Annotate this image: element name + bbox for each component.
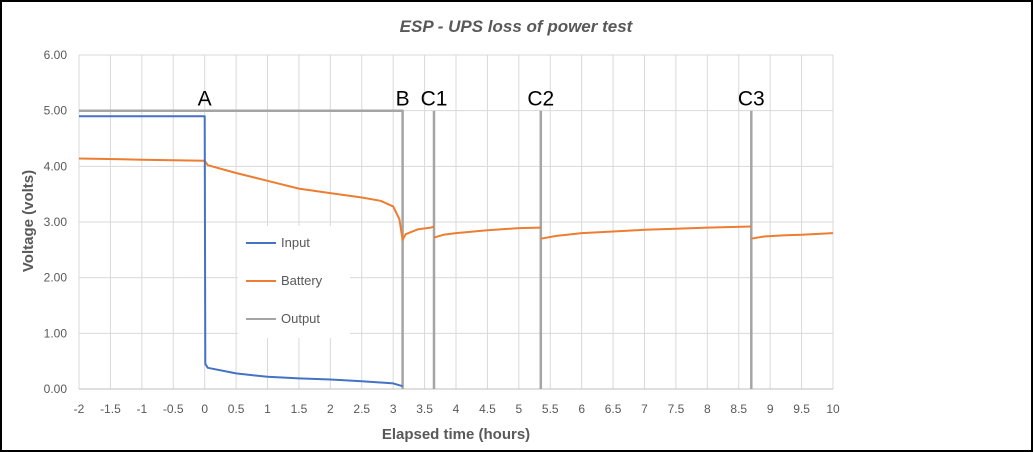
y-axis-label: Voltage (volts) xyxy=(20,170,37,272)
x-tick-label: 0.5 xyxy=(228,402,245,416)
annotation-b: B xyxy=(396,88,410,111)
x-tick-label: 9.5 xyxy=(793,402,810,416)
x-tick-label: 10 xyxy=(826,402,840,416)
y-tick-label: 1.00 xyxy=(44,326,68,340)
x-tick-label: 9 xyxy=(767,402,774,416)
x-tick-label: 8.5 xyxy=(730,402,747,416)
series-line-input xyxy=(79,115,403,388)
y-tick-label: 6.00 xyxy=(44,48,68,62)
y-tick-label: 0.00 xyxy=(44,382,68,396)
annotation-c1: C1 xyxy=(421,88,448,111)
x-axis-label: Elapsed time (hours) xyxy=(382,426,530,443)
x-tick-label: 6 xyxy=(578,402,585,416)
y-tick-label: 3.00 xyxy=(44,215,68,229)
x-tick-label: -0.5 xyxy=(163,402,184,416)
y-tick-label: 4.00 xyxy=(44,159,68,173)
x-tick-label: 3 xyxy=(390,402,397,416)
x-tick-label: -2 xyxy=(74,402,85,416)
x-tick-label: 4.5 xyxy=(479,402,496,416)
x-tick-labels: -2 -1.5 -1 -0.5 0 0.5 1 1.5 2 2.5 3 3.5 4 4.5 5 5.5 6 6.5… xyxy=(74,402,840,416)
x-tick-label: 5.5 xyxy=(542,402,559,416)
x-tick-label: 0 xyxy=(201,402,208,416)
x-tick-label: 3.5 xyxy=(416,402,433,416)
legend: Input Battery Output xyxy=(238,226,350,338)
x-tick-label: 1.5 xyxy=(291,402,308,416)
x-tick-label: 8 xyxy=(704,402,711,416)
y-tick-label: 2.00 xyxy=(44,271,68,285)
legend-label-output: Output xyxy=(281,311,320,326)
chart-title: ESP - UPS loss of power test xyxy=(400,17,634,36)
x-tick-label: 7.5 xyxy=(668,402,685,416)
annotation-a: A xyxy=(198,88,212,111)
series-lines xyxy=(78,109,834,389)
y-tick-label: 5.00 xyxy=(44,104,68,118)
legend-label-input: Input xyxy=(281,235,310,250)
series-line-output xyxy=(79,109,404,389)
x-tick-label: 2 xyxy=(327,402,334,416)
annotation-c2: C2 xyxy=(527,88,554,111)
annotation-c3: C3 xyxy=(738,88,765,111)
x-tick-label: 5 xyxy=(515,402,522,416)
series-line-battery xyxy=(540,225,752,240)
x-tick-label: -1 xyxy=(136,402,147,416)
x-tick-label: 1 xyxy=(264,402,271,416)
series-line-battery xyxy=(78,157,435,241)
legend-label-battery: Battery xyxy=(281,273,323,288)
y-tick-labels: 0.00 1.00 2.00 3.00 4.00 5.00 6.00 xyxy=(44,48,68,396)
x-tick-label: 6.5 xyxy=(605,402,622,416)
x-tick-label: 4 xyxy=(453,402,460,416)
x-tick-label: 2.5 xyxy=(353,402,370,416)
x-tick-label: -1.5 xyxy=(100,402,121,416)
series-line-battery xyxy=(433,226,541,239)
x-tick-label: 7 xyxy=(641,402,648,416)
annotations: A B C1 C2 C3 xyxy=(198,88,765,111)
series-line-battery xyxy=(751,232,834,240)
grid xyxy=(78,54,834,390)
